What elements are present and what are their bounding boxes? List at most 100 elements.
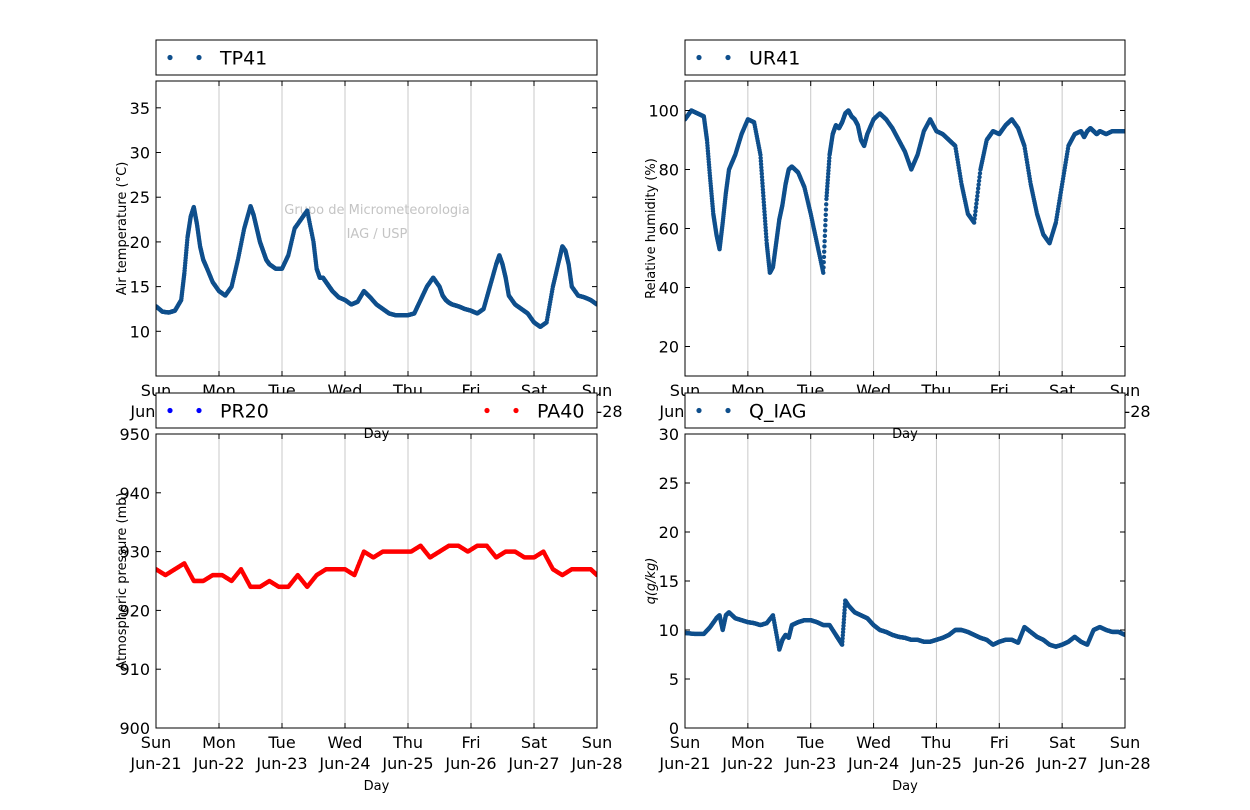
ur41-point — [971, 220, 977, 225]
specific-humidity-xtick-date: Jun-25 — [910, 754, 962, 773]
atmospheric-pressure-xtick-weekday: Sun — [141, 733, 171, 752]
relative-humidity-ytick-label: 80 — [659, 161, 679, 180]
atmospheric-pressure-xtick-weekday: Thu — [392, 733, 423, 752]
ur41-point — [823, 223, 828, 228]
specific-humidity-xtick-date: Jun-27 — [1036, 754, 1088, 773]
pa40-legend-label: PA40 — [537, 401, 584, 423]
q-iag-point — [840, 629, 846, 635]
specific-humidity-ytick-label: 10 — [659, 621, 679, 640]
pa40-point — [594, 572, 597, 578]
ur41-point — [824, 187, 830, 192]
pr20-legend-label: PR20 — [220, 401, 269, 423]
specific-humidity-xtick-weekday: Mon — [731, 733, 765, 752]
ur41-point — [821, 249, 827, 254]
relative-humidity-ytick-label: 100 — [648, 102, 679, 121]
ur41-legend-label: UR41 — [749, 48, 800, 70]
ur41-point — [821, 254, 827, 260]
q-iag-point — [842, 611, 847, 616]
specific-humidity-xtick-date: Jun-26 — [973, 754, 1025, 773]
ur41-point — [976, 178, 982, 184]
relative-humidity-ytick-label: 20 — [659, 338, 679, 357]
q-iag-point — [1122, 632, 1125, 638]
atmospheric-pressure-ylabel: Atmospheric pressure (mb) — [115, 492, 130, 669]
pr20-legend-marker — [167, 407, 173, 414]
ur41-point — [1122, 128, 1125, 134]
ur41-point — [764, 237, 769, 243]
air-temperature-ytick-label: 35 — [130, 99, 150, 118]
specific-humidity-ytick-label: 20 — [659, 523, 679, 542]
ur41-point — [760, 180, 765, 186]
ur41-point — [977, 171, 983, 176]
specific-humidity-xtick-weekday: Sat — [1049, 733, 1075, 752]
ur41-point — [759, 165, 764, 170]
ur41-point — [825, 174, 831, 180]
relative-humidity-ylabel: Relative humidity (%) — [644, 158, 659, 299]
q-iag-point — [841, 617, 847, 622]
atmospheric-pressure-xtick-weekday: Tue — [267, 733, 295, 752]
q-iag-legend-marker — [696, 407, 702, 414]
ur41-point — [760, 177, 765, 183]
tp41-point — [594, 302, 597, 307]
specific-humidity-xtick-date: Jun-23 — [784, 754, 836, 773]
q-iag-point — [841, 614, 847, 619]
ur41-point — [974, 197, 980, 203]
specific-humidity-ytick-label: 0 — [669, 719, 679, 738]
pr20-legend-marker — [196, 407, 202, 414]
ur41-point — [821, 260, 826, 265]
ur41-point — [974, 201, 979, 206]
ur41-point — [823, 207, 829, 212]
ur41-point — [825, 184, 830, 189]
ur41-point — [759, 168, 764, 173]
ur41-point — [972, 216, 977, 222]
atmospheric-pressure-ytick-label: 900 — [119, 719, 150, 738]
ur41-point — [762, 206, 767, 211]
ur41-point — [759, 171, 764, 176]
ur41-point — [823, 212, 828, 218]
ur41-point — [760, 190, 766, 195]
ur41-point — [824, 202, 829, 207]
q-iag-point — [842, 604, 848, 610]
ur41-point — [976, 182, 981, 187]
ur41-point — [822, 238, 827, 244]
ur41-point — [763, 222, 768, 227]
q-iag-point — [841, 620, 846, 625]
specific-humidity-ytick-label: 25 — [659, 474, 679, 493]
ur41-point — [824, 196, 829, 202]
q-iag-legend-label: Q_IAG — [749, 401, 806, 423]
tp41-legend-label: TP41 — [219, 48, 267, 70]
ur41-point — [761, 193, 766, 199]
ur41-point — [822, 228, 828, 233]
ur41-legend-marker — [725, 54, 731, 61]
ur41-point — [763, 228, 769, 233]
q-iag-point — [842, 607, 847, 613]
ur41-point — [822, 233, 828, 239]
ur41-point — [973, 209, 978, 214]
specific-humidity-ytick-label: 5 — [669, 670, 679, 689]
ur41-point — [826, 162, 832, 167]
atmospheric-pressure-xtick-date: Jun-21 — [129, 754, 181, 773]
ur41-point — [973, 205, 979, 210]
air-temperature-axes-frame — [155, 80, 598, 377]
air-temperature-ytick-label: 15 — [130, 278, 150, 297]
specific-humidity-panel: 0 5 10 15 20 25 30 Sun Jun-21 Mon Jun-22 Tue Jun-23 W… — [644, 392, 1151, 794]
ur41-point — [977, 174, 982, 180]
specific-humidity-ytick-label: 15 — [659, 572, 679, 591]
specific-humidity-xtick-date: Jun-28 — [1098, 754, 1150, 773]
air-temperature-legend-box — [155, 39, 598, 76]
atmospheric-pressure-ytick-label: 930 — [119, 543, 150, 562]
specific-humidity-xtick-date: Jun-22 — [721, 754, 773, 773]
atmospheric-pressure-legend-box — [155, 392, 598, 429]
ur41-point — [758, 158, 764, 164]
air-temperature-points — [156, 203, 597, 330]
tp41-legend-marker — [167, 54, 173, 61]
ur41-point — [826, 171, 831, 176]
ur41-point — [821, 265, 826, 270]
ur41-point — [761, 196, 766, 202]
atmospheric-pressure-xtick-date: Jun-28 — [570, 754, 622, 773]
ur41-legend-marker — [696, 54, 702, 61]
ur41-point — [821, 270, 826, 275]
air-temperature-ytick-label: 10 — [130, 322, 150, 341]
ur41-point — [763, 231, 769, 236]
ur41-point — [826, 168, 831, 173]
atmospheric-pressure-xtick-date: Jun-24 — [318, 754, 370, 773]
